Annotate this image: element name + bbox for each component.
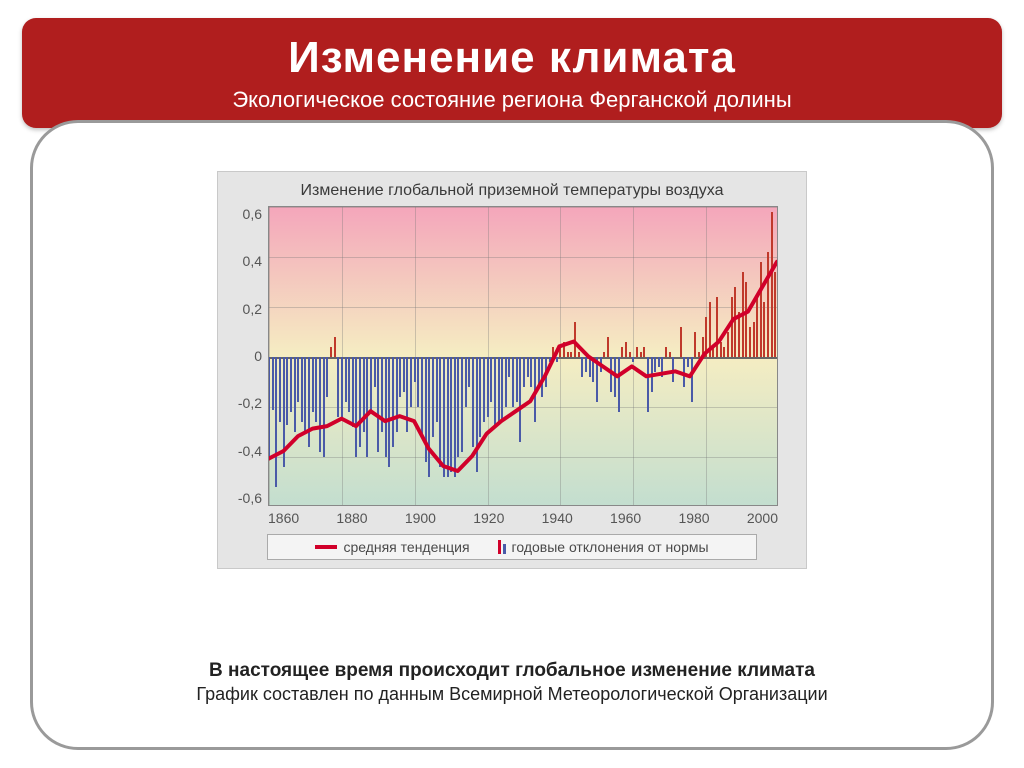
x-tick-label: 2000 <box>747 510 778 526</box>
y-tick-label: 0,4 <box>228 253 262 269</box>
slide-header: Изменение климата Экологическое состояни… <box>22 18 1002 128</box>
y-axis-labels: 0,6 0,4 0,2 0 -0,2 -0,4 -0,6 <box>228 206 268 506</box>
x-tick-label: 1900 <box>405 510 436 526</box>
x-axis-labels: 1860 1880 1900 1920 1940 1960 1980 2000 <box>268 510 778 526</box>
legend-trend: средняя тенденция <box>315 539 469 555</box>
y-tick-label: 0,6 <box>228 206 262 222</box>
y-tick-label: -0,4 <box>228 443 262 459</box>
legend-bars: годовые отклонения от нормы <box>498 539 709 555</box>
chart-legend: средняя тенденция годовые отклонения от … <box>267 534 757 560</box>
trend-line <box>269 207 777 506</box>
x-tick-label: 1960 <box>610 510 641 526</box>
plot-wrap: 0,6 0,4 0,2 0 -0,2 -0,4 -0,6 <box>228 206 796 506</box>
caption-main: В настоящее время происходит глобальное … <box>33 660 991 682</box>
chart-plot <box>268 206 778 506</box>
x-tick-label: 1860 <box>268 510 299 526</box>
legend-trend-label: средняя тенденция <box>343 539 469 555</box>
caption: В настоящее время происходит глобальное … <box>33 660 991 705</box>
y-tick-label: 0 <box>228 348 262 364</box>
x-tick-label: 1920 <box>473 510 504 526</box>
chart-container: Изменение глобальной приземной температу… <box>217 171 807 569</box>
caption-sub: График составлен по данным Всемирной Мет… <box>33 684 991 705</box>
chart-title: Изменение глобальной приземной температу… <box>228 182 796 200</box>
y-tick-label: -0,6 <box>228 490 262 506</box>
bars-swatch-icon <box>498 540 506 554</box>
slide: Изменение климата Экологическое состояни… <box>0 0 1024 768</box>
x-tick-label: 1940 <box>542 510 573 526</box>
slide-title: Изменение климата <box>288 33 736 83</box>
trend-swatch-icon <box>315 545 337 549</box>
legend-bars-label: годовые отклонения от нормы <box>512 539 709 555</box>
y-tick-label: 0,2 <box>228 301 262 317</box>
x-tick-label: 1980 <box>678 510 709 526</box>
content-frame: Изменение глобальной приземной температу… <box>30 120 994 750</box>
x-tick-label: 1880 <box>336 510 367 526</box>
slide-subtitle: Экологическое состояние региона Ферганск… <box>232 87 791 113</box>
y-tick-label: -0,2 <box>228 395 262 411</box>
